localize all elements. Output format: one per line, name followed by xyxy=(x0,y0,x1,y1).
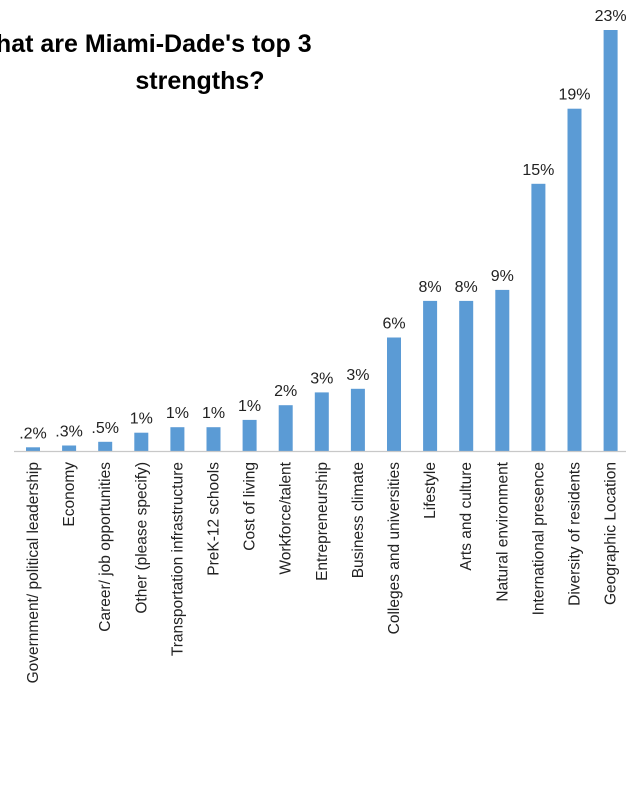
bar-5 xyxy=(206,427,221,451)
x-tick-label-3: Other (please specify) xyxy=(133,462,150,614)
bar-8 xyxy=(314,392,329,451)
data-label-4: 1% xyxy=(166,405,189,422)
data-label-11: 8% xyxy=(419,279,442,296)
bar-2 xyxy=(98,441,113,451)
x-tick-label-10: Colleges and universities xyxy=(386,462,403,635)
x-tick-label-9: Business climate xyxy=(350,462,367,578)
data-label-13: 9% xyxy=(491,268,514,285)
data-label-6: 1% xyxy=(238,398,261,415)
bar-9 xyxy=(350,388,365,451)
data-label-7: 2% xyxy=(274,383,297,400)
x-tick-label-6: Cost of living xyxy=(242,462,259,551)
x-tick-label-4: Transportation infrastructure xyxy=(169,462,186,656)
x-tick-label-1: Economy xyxy=(61,462,78,527)
data-label-3: 1% xyxy=(130,411,153,428)
x-tick-label-5: PreK-12 schools xyxy=(206,462,223,576)
data-label-12: 8% xyxy=(455,279,478,296)
bar-3 xyxy=(134,432,149,451)
x-tick-label-7: Workforce/talent xyxy=(278,461,295,574)
bar-12 xyxy=(459,300,474,451)
bar-1 xyxy=(62,445,77,451)
data-label-16: 23% xyxy=(595,8,627,25)
x-tick-label-0: Government/ political leadership xyxy=(25,462,42,683)
data-label-8: 3% xyxy=(310,370,333,387)
data-label-15: 19% xyxy=(558,87,590,104)
bar-6 xyxy=(242,419,257,451)
x-tick-label-2: Career/ job opportunities xyxy=(97,462,114,632)
data-label-14: 15% xyxy=(522,162,554,179)
chart-title-line-1: What are Miami-Dade's top 3 xyxy=(0,30,312,58)
x-tick-label-13: Natural environment xyxy=(494,461,511,601)
x-tick-label-12: Arts and culture xyxy=(458,462,475,571)
x-tick-label-11: Lifestyle xyxy=(422,462,439,519)
data-label-0: .2% xyxy=(19,425,47,442)
bar-7 xyxy=(278,405,293,451)
bar-15 xyxy=(567,108,582,451)
data-label-10: 6% xyxy=(382,316,405,333)
tick-labels-group: Government/ political leadership Economy C… xyxy=(25,461,620,683)
bar-14 xyxy=(531,183,546,452)
x-tick-label-15: Diversity of residents xyxy=(567,462,584,606)
bar-16 xyxy=(603,30,618,451)
bar-4 xyxy=(170,427,185,451)
bars-group xyxy=(26,30,618,452)
bar-0 xyxy=(26,447,40,451)
bar-11 xyxy=(423,300,438,451)
x-tick-label-16: Geographic Location xyxy=(603,462,620,605)
chart-title-line-2: strengths? xyxy=(135,67,264,95)
data-label-5: 1% xyxy=(202,405,225,422)
x-tick-label-14: International presence xyxy=(530,462,547,615)
data-label-9: 3% xyxy=(346,367,369,384)
bar-10 xyxy=(387,337,401,451)
data-labels-group: .2% .3% .5% 1% 1% 1% 1% 2% 3% 3% 6% 8% 8% 9% 15% 19% 23% xyxy=(19,8,626,442)
data-label-2: .5% xyxy=(91,420,119,437)
data-label-1: .3% xyxy=(55,424,83,441)
bar-13 xyxy=(495,289,510,451)
x-tick-label-8: Entrepreneurship xyxy=(314,462,331,581)
